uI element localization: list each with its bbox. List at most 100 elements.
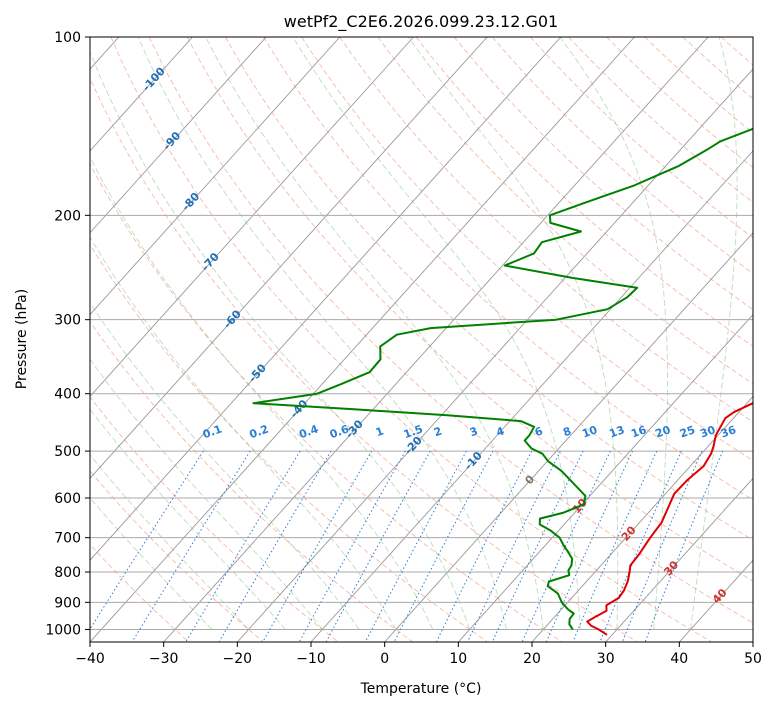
moist-adiabat xyxy=(90,156,434,630)
mixing-ratio-label: 16 xyxy=(629,423,648,441)
isotherm xyxy=(90,37,341,316)
isoline-labels: 0.1 0.2 0.4 0.6 1 1.5 2 3 4 6 8 10 13 16 20 25 30 36-100-… xyxy=(140,64,738,606)
mixing-ratio-line xyxy=(325,450,431,642)
dry-adiabat xyxy=(415,37,753,348)
isotherm xyxy=(457,313,753,642)
dewpoint-profile xyxy=(252,127,753,630)
mixing-ratio-line xyxy=(467,450,561,642)
mixing-ratio-label: 36 xyxy=(719,423,738,441)
moist-adiabat xyxy=(690,37,738,630)
mixing-ratio-label: 0.4 xyxy=(297,422,320,441)
isotherm xyxy=(90,37,267,234)
isotherm xyxy=(531,395,753,642)
y-tick-label: 1000 xyxy=(45,622,81,638)
y-tick-label: 700 xyxy=(54,531,81,547)
y-axis: 100 200 300 400 500 600 700 800 900 1000 xyxy=(45,30,90,638)
y-tick-label: 900 xyxy=(54,595,81,611)
mixing-ratio-label: 3 xyxy=(468,424,480,439)
dry-adiabat xyxy=(339,37,753,423)
mixing-ratio-label: 6 xyxy=(533,424,545,439)
mixing-ratio-label: 1.5 xyxy=(402,422,425,441)
plot-frame xyxy=(89,36,754,643)
dry-adiabat xyxy=(759,37,775,642)
y-axis-label: Pressure (hPa) xyxy=(14,289,30,389)
moist-adiabat xyxy=(90,236,397,630)
dry-adiabat xyxy=(90,396,339,642)
y-tick-label: 600 xyxy=(54,491,81,507)
x-tick-label: 0 xyxy=(380,651,389,667)
dry-adiabat xyxy=(301,37,753,462)
mixing-ratio-label: 2 xyxy=(432,424,444,439)
mixing-ratio-label: 4 xyxy=(494,424,506,439)
dry-adiabat xyxy=(148,37,753,624)
moist-adiabat xyxy=(408,37,619,630)
x-tick-label: −40 xyxy=(75,651,105,667)
temperature-profile xyxy=(586,401,753,636)
mixing-ratio-line xyxy=(521,450,611,642)
moist-adiabat xyxy=(559,37,668,630)
mixing-ratio-label: 30 xyxy=(698,423,717,441)
x-tick-label: 30 xyxy=(597,651,615,667)
mixing-ratio-label: 10 xyxy=(580,423,599,441)
dry-adiabat xyxy=(90,243,488,642)
moist-adiabat xyxy=(137,37,507,630)
mixing-ratio-line xyxy=(298,450,406,642)
moist-adiabat xyxy=(292,37,581,630)
isotherm xyxy=(384,232,753,642)
mixing-ratio-line xyxy=(621,450,703,642)
y-tick-label: 200 xyxy=(54,208,81,224)
moist-adiabat xyxy=(90,358,323,630)
mixing-ratio-label: 0.2 xyxy=(248,422,271,441)
x-tick-label: −30 xyxy=(149,651,179,667)
mixing-ratio-label: 13 xyxy=(607,423,626,440)
profile-lines xyxy=(252,127,753,636)
mixing-ratio-line xyxy=(131,450,251,642)
mixing-ratio-line xyxy=(545,450,633,642)
moist-adiabat xyxy=(90,302,360,630)
isotherm xyxy=(605,477,753,642)
dry-adiabat xyxy=(90,470,264,642)
chart-title: wetPf2_C2E6.2026.099.23.12.G01 xyxy=(284,12,558,32)
x-tick-label: 40 xyxy=(670,651,688,667)
dry-adiabat xyxy=(90,77,638,642)
background-lines xyxy=(90,37,775,642)
mixing-ratio-line xyxy=(393,450,494,642)
y-tick-label: 300 xyxy=(54,313,81,329)
isotherm xyxy=(90,37,635,642)
isotherm xyxy=(752,641,753,642)
x-tick-label: 10 xyxy=(449,651,467,667)
mixing-ratio-line xyxy=(491,450,584,642)
isotherm xyxy=(236,68,753,642)
moist-adiabat xyxy=(205,37,544,630)
isotherm xyxy=(90,37,414,398)
moist-adiabat xyxy=(90,408,286,630)
dry-adiabat xyxy=(377,37,753,385)
x-tick-label: 20 xyxy=(523,651,541,667)
mixing-ratio-line xyxy=(435,450,533,642)
isotherm xyxy=(90,37,193,152)
y-tick-label: 500 xyxy=(54,444,81,460)
isotherm xyxy=(90,37,562,561)
mixing-ratio-label: 0.1 xyxy=(201,422,224,441)
mixing-ratio-line xyxy=(644,450,724,642)
mixing-ratio-label: 1 xyxy=(374,424,386,439)
x-tick-label: −20 xyxy=(223,651,253,667)
y-tick-label: 800 xyxy=(54,565,81,581)
plot-background xyxy=(90,37,753,642)
isotherm xyxy=(163,37,709,642)
isotherm xyxy=(90,37,488,479)
moist-adiabat xyxy=(90,497,213,630)
mixing-ratio-label: 8 xyxy=(561,424,573,439)
mixing-ratio-line xyxy=(262,450,373,642)
mixing-ratio-line xyxy=(364,450,467,642)
x-axis: −40 −30 −20 −10 0 10 20 30 40 50 xyxy=(75,642,762,667)
x-tick-label: 50 xyxy=(744,651,762,667)
mixing-ratio-label: 25 xyxy=(678,423,697,440)
mixing-ratio-label: 0.6 xyxy=(328,422,351,441)
isotherm xyxy=(310,150,753,642)
dry-adiabat xyxy=(263,37,753,501)
mixing-ratio-label: 20 xyxy=(653,423,672,441)
dry-adiabat xyxy=(90,543,190,642)
dry-adiabat xyxy=(110,37,712,642)
